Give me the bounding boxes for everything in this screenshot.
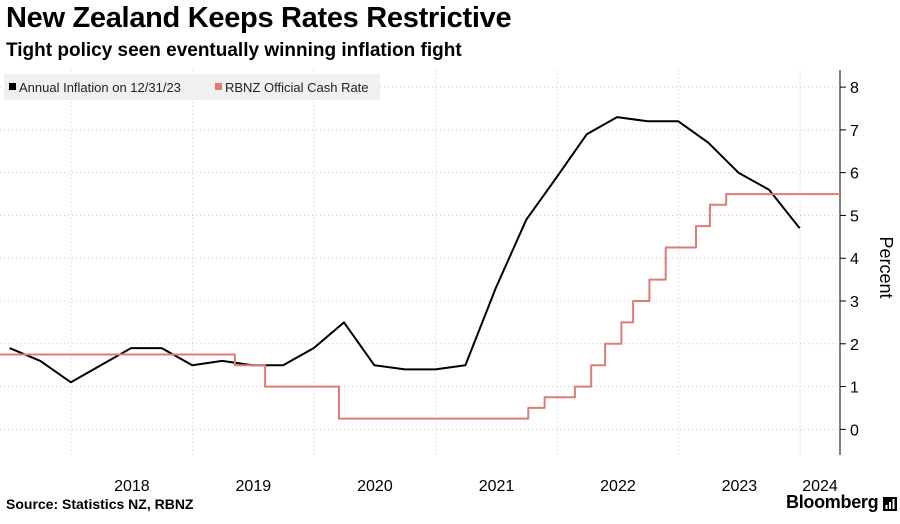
x-tick-label: 2019 bbox=[236, 478, 272, 495]
legend: Annual Inflation on 12/31/23 RBNZ Officia… bbox=[4, 74, 380, 100]
y-tick-label: 8 bbox=[850, 80, 859, 97]
x-tick-label: 2018 bbox=[114, 478, 150, 495]
y-tick-label: 6 bbox=[850, 166, 859, 183]
y-tick-label: 0 bbox=[850, 422, 859, 439]
x-tick-label: 2024 bbox=[802, 478, 838, 495]
brand-name: Bloomberg bbox=[786, 492, 879, 512]
y-axis-label: Percent bbox=[876, 236, 896, 298]
y-tick-label: 1 bbox=[850, 380, 859, 397]
x-tick-label: 2023 bbox=[722, 478, 758, 495]
legend-label: Annual Inflation on 12/31/23 bbox=[19, 80, 181, 95]
legend-label: RBNZ Official Cash Rate bbox=[225, 80, 369, 95]
y-tick-label: 7 bbox=[850, 123, 859, 140]
source-note: Source: Statistics NZ, RBNZ bbox=[6, 496, 194, 512]
y-tick-label: 4 bbox=[850, 251, 859, 268]
legend-background bbox=[4, 74, 380, 100]
series-line-inflation bbox=[9, 116, 801, 384]
y-tick-label: 2 bbox=[850, 337, 859, 354]
chart-subtitle: Tight policy seen eventually winning inf… bbox=[6, 40, 462, 61]
x-tick-label: 2021 bbox=[479, 478, 515, 495]
y-tick-label: 3 bbox=[850, 294, 859, 311]
x-tick-label: 2022 bbox=[600, 478, 636, 495]
bar-chart-icon bbox=[883, 497, 897, 511]
chart-title: New Zealand Keeps Rates Restrictive bbox=[6, 2, 512, 34]
x-tick-label: 2020 bbox=[357, 478, 393, 495]
series-line-cash-rate bbox=[0, 193, 840, 420]
legend-swatch bbox=[9, 83, 16, 90]
legend-swatch bbox=[215, 83, 222, 90]
y-tick-label: 5 bbox=[850, 208, 859, 225]
